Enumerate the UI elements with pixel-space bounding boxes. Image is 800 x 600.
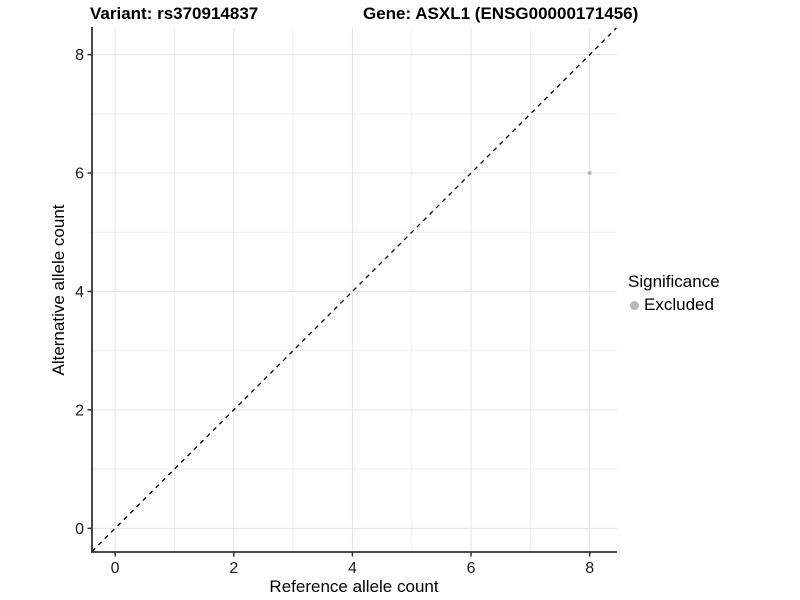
y-tick-label: 2 <box>75 402 84 419</box>
y-tick-label: 0 <box>75 521 84 538</box>
identity-line <box>91 27 617 552</box>
y-tick-label: 6 <box>75 166 84 183</box>
x-axis-title: Reference allele count <box>269 577 439 596</box>
x-tick-label: 0 <box>111 560 120 577</box>
y-tick-label: 8 <box>75 47 84 64</box>
x-tick-label: 8 <box>585 560 594 577</box>
legend-item-excluded: Excluded <box>628 295 720 315</box>
y-axis-title: Alternative allele count <box>49 204 68 376</box>
x-tick-label: 4 <box>348 560 357 577</box>
x-tick-label: 6 <box>467 560 476 577</box>
legend-point-icon <box>630 300 639 310</box>
x-tick-label: 2 <box>229 560 238 577</box>
plot-title-variant: Variant: rs370914837 <box>90 4 259 23</box>
legend-title: Significance <box>628 272 720 291</box>
legend-item-label: Excluded <box>644 295 714 314</box>
data-point <box>587 170 592 176</box>
legend: Significance Excluded <box>628 272 720 315</box>
plot-title-gene: Gene: ASXL1 (ENSG00000171456) <box>363 4 639 23</box>
y-tick-label: 4 <box>75 284 84 301</box>
